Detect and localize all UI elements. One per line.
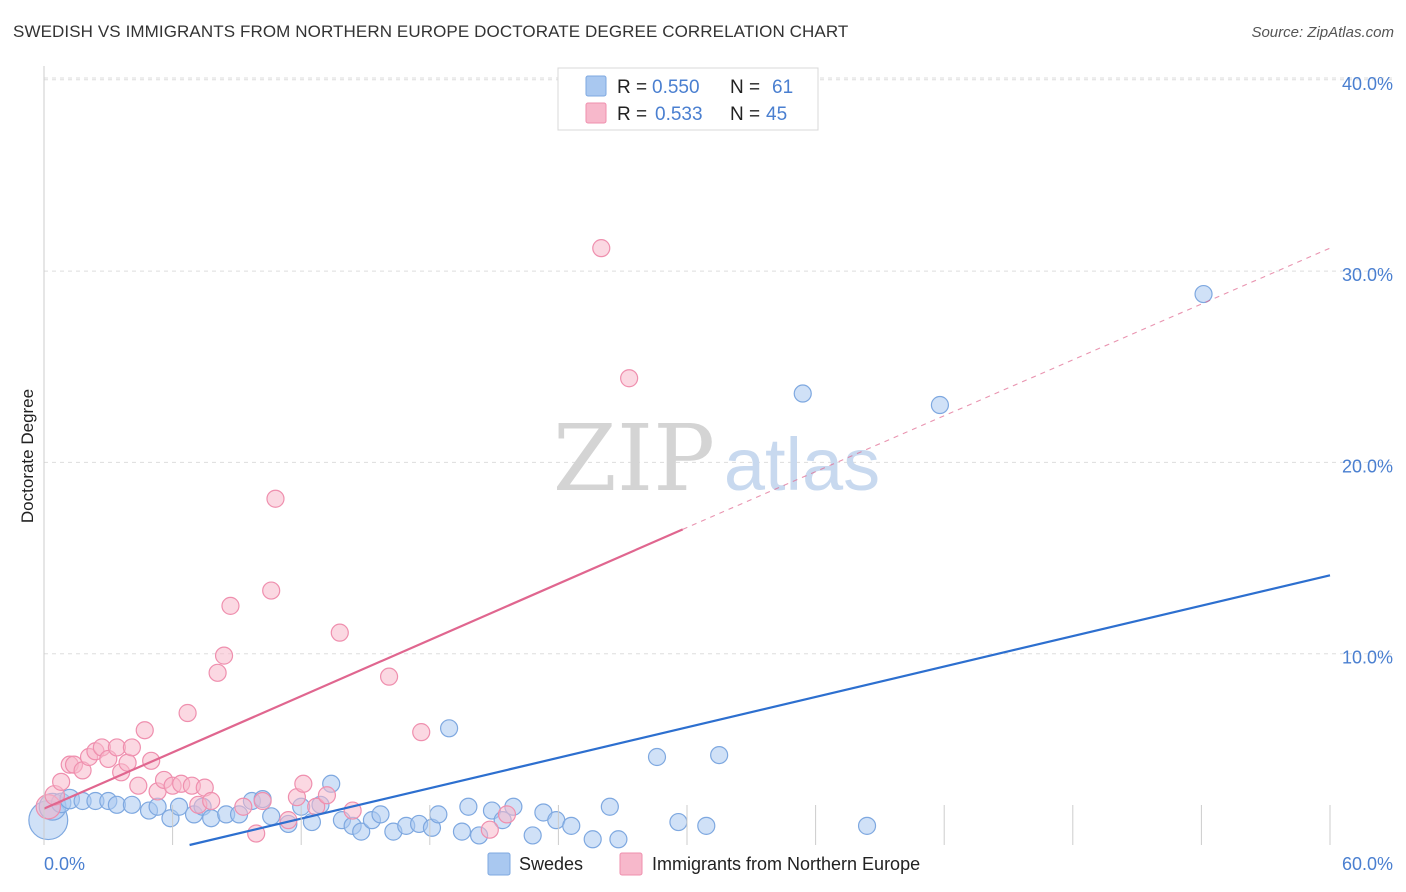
watermark-zip: ZIP xyxy=(553,405,715,512)
top-legend: R = 0.550 N = 61 R = 0.533 N = 45 xyxy=(557,67,819,131)
immigrants-point-14 xyxy=(129,776,148,795)
legend-r-label-1: R = xyxy=(617,77,647,98)
swedes-point-52 xyxy=(697,816,716,835)
immigrants-point-39 xyxy=(330,623,349,642)
immigrants-point-25 xyxy=(202,791,221,811)
legend-swatch-immigrants xyxy=(585,102,607,124)
swedes-point-51 xyxy=(669,812,688,832)
y-tick-label-30: 30.0% xyxy=(1342,265,1393,285)
swedes-point-20 xyxy=(262,807,281,826)
swedes-point-54 xyxy=(793,384,812,403)
axes: 10.0% 20.0% 30.0% 40.0% 0.0% 60.0% xyxy=(43,66,1393,874)
immigrants-point-33 xyxy=(266,489,285,508)
swedes-point-12 xyxy=(169,797,189,816)
legend-r-label-2: R = xyxy=(617,104,647,125)
legend-r-value-1: 0.550 xyxy=(652,77,700,98)
grid xyxy=(44,77,1392,655)
bottom-legend-swatch-immigrants xyxy=(619,852,643,876)
legend-n-value-2: 45 xyxy=(766,104,787,125)
immigrants-point-31 xyxy=(253,791,272,811)
immigrants-point-2 xyxy=(52,772,71,791)
bottom-legend-swatch-swedes xyxy=(487,852,511,876)
watermark-atlas: atlas xyxy=(724,423,880,506)
swedes-point-48 xyxy=(600,797,619,816)
chart-title: SWEDISH VS IMMIGRANTS FROM NORTHERN EURO… xyxy=(13,22,849,41)
bottom-legend-label-swedes: Swedes xyxy=(519,854,583,874)
legend-r-value-2: 0.533 xyxy=(655,104,703,125)
immigrants-point-27 xyxy=(214,646,234,665)
swedes-trend-line xyxy=(189,574,1331,847)
swedes-point-15 xyxy=(202,809,221,828)
legend-n-value-1: 61 xyxy=(772,77,793,98)
immigrants-point-26 xyxy=(208,663,227,682)
y-tick-label-40: 40.0% xyxy=(1342,74,1393,94)
immigrants-point-15 xyxy=(135,721,154,740)
swedes-point-55 xyxy=(857,816,877,835)
swedes-point-46 xyxy=(562,816,581,835)
immigrants-point-43 xyxy=(592,239,611,258)
y-tick-label-10: 10.0% xyxy=(1342,648,1393,668)
watermark: ZIP atlas xyxy=(553,405,880,512)
source-label: Source: ZipAtlas.com xyxy=(1251,24,1394,41)
immigrants-point-38 xyxy=(317,786,337,805)
swedes-point-37 xyxy=(452,822,472,841)
immigrants-trend-extension xyxy=(682,247,1331,530)
swedes-point-30 xyxy=(371,805,390,824)
x-tick-label-max: 60.0% xyxy=(1342,854,1393,874)
bottom-legend-label-immigrants: Immigrants from Northern Europe xyxy=(652,854,920,874)
immigrants-point-21 xyxy=(178,703,197,723)
points xyxy=(28,239,1213,849)
immigrants-point-41 xyxy=(379,667,399,686)
immigrants-point-28 xyxy=(221,596,240,615)
swedes-point-36 xyxy=(439,719,459,738)
immigrants-point-13 xyxy=(122,738,141,757)
y-tick-label-20: 20.0% xyxy=(1342,456,1393,476)
swedes-point-38 xyxy=(459,797,478,816)
swedes-point-28 xyxy=(352,822,371,841)
swedes-point-49 xyxy=(609,830,628,849)
immigrants-point-42 xyxy=(412,723,431,742)
immigrants-point-32 xyxy=(262,581,281,600)
y-axis-title: Doctorate Degree xyxy=(18,389,37,523)
immigrants-point-29 xyxy=(234,797,253,816)
legend-n-label-2: N = xyxy=(730,104,760,125)
legend-n-label-1: N = xyxy=(730,77,760,98)
swedes-point-50 xyxy=(647,747,667,767)
immigrants-point-46 xyxy=(497,805,517,824)
trend-lines xyxy=(43,247,1331,847)
immigrants-trend-line xyxy=(43,528,684,810)
legend-swatch-swedes xyxy=(585,75,607,97)
swedes-point-43 xyxy=(523,826,542,845)
swedes-point-56 xyxy=(930,395,950,415)
bottom-legend: Swedes Immigrants from Northern Europe xyxy=(487,852,920,876)
swedes-point-53 xyxy=(710,745,729,765)
immigrants-point-36 xyxy=(294,774,313,793)
x-tick-label-min: 0.0% xyxy=(44,854,85,874)
swedes-point-57 xyxy=(1194,284,1213,304)
swedes-point-35 xyxy=(429,805,448,824)
immigrants-point-44 xyxy=(620,369,639,388)
swedes-point-47 xyxy=(583,830,602,849)
immigrants-point-45 xyxy=(480,820,499,839)
swedes-point-8 xyxy=(122,795,141,814)
